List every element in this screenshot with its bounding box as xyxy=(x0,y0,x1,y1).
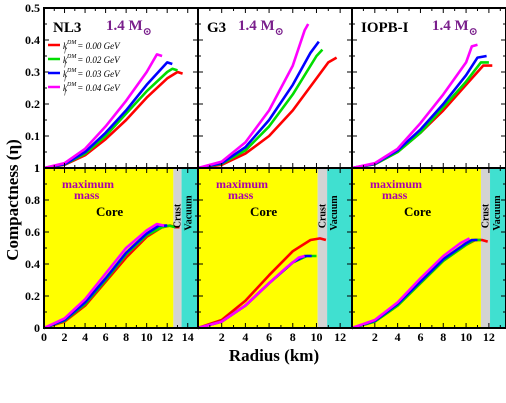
y-tick-label: 0.6 xyxy=(25,225,40,239)
legend-label: kDM f = 0.00 GeV xyxy=(63,40,121,54)
series-line-2 xyxy=(43,224,168,330)
x-tick-label: 4 xyxy=(82,330,88,344)
vacuum-region xyxy=(327,168,352,328)
series-line-0 xyxy=(197,237,327,330)
mass-word-label: mass xyxy=(74,188,100,202)
y-tick-label: 1 xyxy=(34,161,40,175)
vacuum-label: Vacuum xyxy=(184,195,195,231)
panel-top-iopb-i: IOPB-I 1.4 M⊙ xyxy=(351,7,506,170)
crust-label: Crust xyxy=(317,203,328,228)
x-tick-label: 2 xyxy=(372,330,378,344)
series-line-3 xyxy=(351,43,478,170)
mass-word-label: mass xyxy=(228,188,254,202)
maximum-label: maximum xyxy=(216,177,268,191)
mass-word-label: mass xyxy=(382,188,408,202)
x-tick-label: 8 xyxy=(290,330,296,344)
series-line-1 xyxy=(351,61,489,170)
vacuum-label: Vacuum xyxy=(329,195,340,231)
x-tick-label: 2 xyxy=(219,330,225,344)
legend-item: kDM f = 0.02 GeV xyxy=(48,54,121,68)
y-tick-label: 0.8 xyxy=(25,193,40,207)
crust-region xyxy=(480,168,491,328)
x-tick-label: 6 xyxy=(103,330,109,344)
vacuum-label: Vacuum xyxy=(492,195,503,231)
series-line-3 xyxy=(43,53,163,170)
legend-item: kDM f = 0.00 GeV xyxy=(48,40,121,54)
y-tick-label: 0.5 xyxy=(25,1,40,15)
panel-top-g3: G3 1.4 M⊙ xyxy=(197,7,353,170)
legend-label: kDM f = 0.04 GeV xyxy=(63,82,121,96)
crust-label: Crust xyxy=(172,203,183,228)
legend-item: kDM f = 0.03 GeV xyxy=(48,68,121,82)
x-tick-label: 4 xyxy=(395,330,401,344)
x-tick-label: 4 xyxy=(242,330,248,344)
model-label: IOPB-I xyxy=(361,20,409,36)
series-line-0 xyxy=(351,64,493,170)
x-tick-label: 10 xyxy=(460,330,472,344)
y-tick-label: 0 xyxy=(34,321,40,335)
series-line-3 xyxy=(197,254,305,330)
series-line-3 xyxy=(43,222,165,330)
mass-label: 1.4 M⊙ xyxy=(432,18,478,38)
x-tick-label: 12 xyxy=(483,330,495,344)
crust-region xyxy=(317,168,328,328)
vacuum-region xyxy=(490,168,506,328)
mass-label: 1.4 M⊙ xyxy=(106,18,152,38)
y-tick-label: 0.4 xyxy=(25,33,40,47)
core-label: Core xyxy=(96,204,123,219)
y-tick-label: 0.2 xyxy=(25,289,40,303)
legend-item: kDM f = 0.04 GeV xyxy=(48,82,121,96)
legend-label: kDM f = 0.03 GeV xyxy=(63,68,121,82)
series-line-3 xyxy=(197,23,310,170)
y-axis-label: Compactness (η) xyxy=(3,139,22,261)
x-tick-label: 12 xyxy=(334,330,346,344)
x-tick-label: 10 xyxy=(310,330,322,344)
maximum-label: maximum xyxy=(370,177,422,191)
y-tick-label: 1 xyxy=(34,161,40,175)
x-tick-label: 0 xyxy=(41,330,47,344)
x-axis-label: Radius (km) xyxy=(229,346,319,365)
panel-bottom-nl3: 00.20.40.60.810 2 4 6 8 10 12 14maximummassCore… xyxy=(25,161,199,344)
x-tick-label: 8 xyxy=(123,330,129,344)
x-tick-label: 8 xyxy=(440,330,446,344)
core-region xyxy=(44,168,174,328)
y-tick-label: 0.1 xyxy=(25,129,40,143)
crust-region xyxy=(173,168,182,328)
x-tick-label: 14 xyxy=(182,330,194,344)
legend-label: kDM f = 0.02 GeV xyxy=(63,54,121,68)
y-tick-label: 0.2 xyxy=(25,97,40,111)
y-tick-label: 0.3 xyxy=(25,65,40,79)
series-line-2 xyxy=(351,54,487,170)
x-tick-label: 2 xyxy=(62,330,68,344)
y-tick-label: 0.4 xyxy=(25,257,40,271)
maximum-label: maximum xyxy=(62,177,114,191)
x-tick-label: 6 xyxy=(417,330,423,344)
x-tick-label: 12 xyxy=(161,330,173,344)
series-line-2 xyxy=(197,40,320,170)
panels-group: 0.5 0.4 0.3 0.2 0.1 1 NL3 1.4 M⊙ G3 1.4 M⊙ IOPB-I 1… xyxy=(25,1,506,344)
core-label: Core xyxy=(404,204,431,219)
x-tick-label: 6 xyxy=(266,330,272,344)
model-label: G3 xyxy=(207,20,226,36)
core-label: Core xyxy=(250,204,277,219)
x-tick-label: 10 xyxy=(141,330,153,344)
mass-label: 1.4 M⊙ xyxy=(238,18,284,38)
series-line-3 xyxy=(351,237,471,330)
crust-label: Crust xyxy=(480,203,491,228)
model-label: NL3 xyxy=(53,20,81,36)
vacuum-region xyxy=(181,168,198,328)
